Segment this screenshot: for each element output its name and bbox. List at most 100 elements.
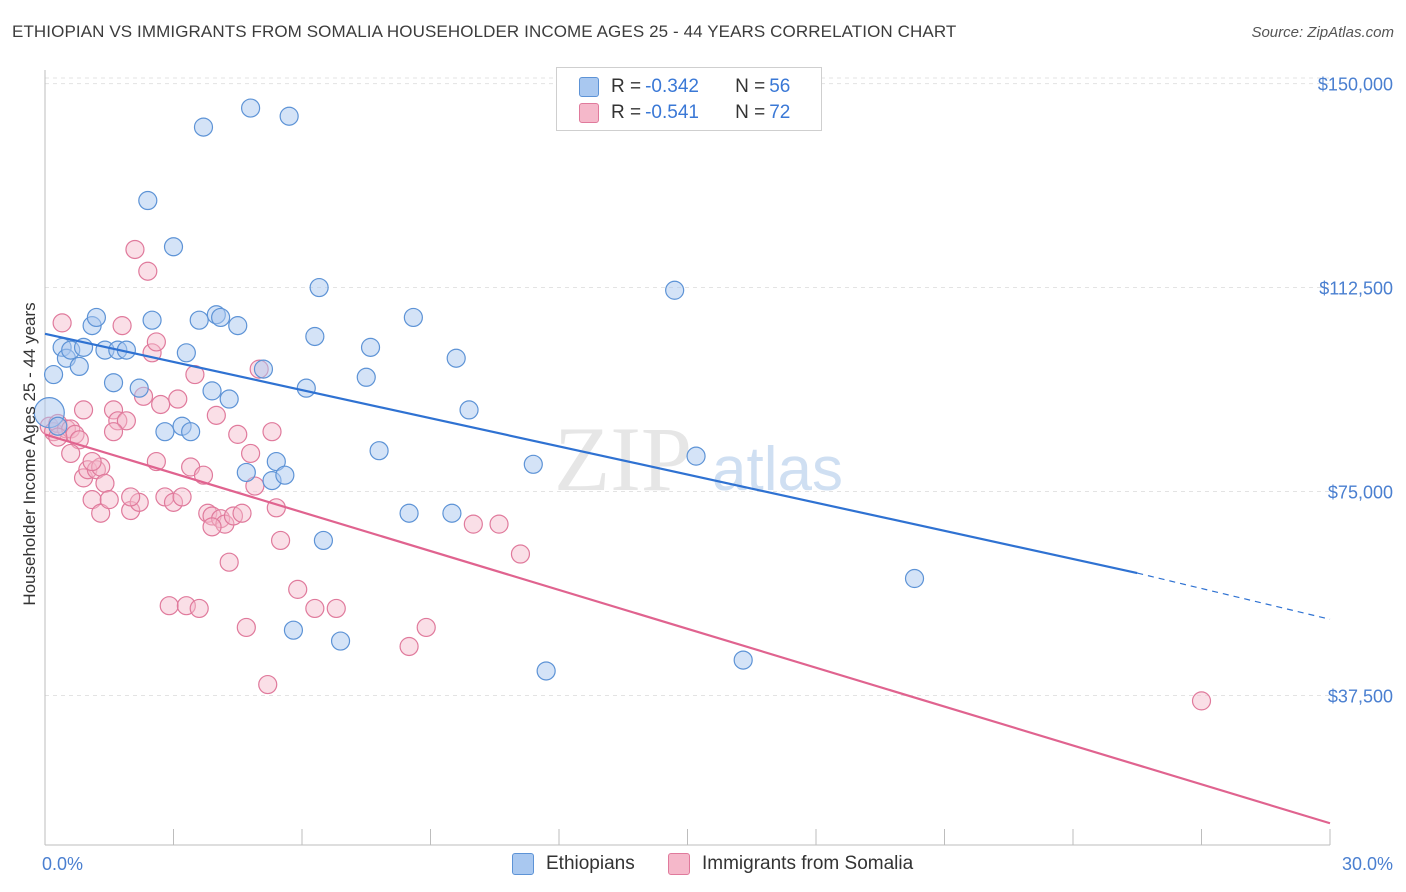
somalia-point [138, 261, 158, 281]
ethiopian-point [305, 326, 325, 347]
legend-item-somalia: Immigrants from Somalia [668, 853, 913, 875]
somalia-point [258, 674, 278, 695]
ethiopian-point [360, 337, 381, 357]
ethiopian-point [163, 237, 184, 257]
ethiopian-trend-extension [1137, 572, 1331, 620]
legend-n-value: 56 [769, 76, 791, 97]
gridlines [45, 77, 1330, 696]
somalia-point [326, 598, 346, 619]
legend-swatch-ethiopians [512, 853, 534, 875]
somalia-point [489, 514, 509, 534]
somalia-point [262, 422, 282, 442]
ethiopian-point [904, 568, 925, 589]
somalia-point [228, 424, 248, 444]
legend-r-value: -0.541 [645, 102, 699, 123]
ethiopian-point [459, 400, 479, 420]
ethiopian-point [211, 307, 231, 328]
ethiopian-point [266, 451, 286, 472]
somalia-point [270, 530, 291, 551]
y-tick-label: $112,500 [1319, 279, 1393, 299]
ethiopian-point [138, 190, 158, 211]
ethiopian-point [523, 454, 543, 474]
ethiopian-point [219, 389, 239, 409]
ethiopian-point [69, 356, 89, 377]
somalia-point [288, 579, 308, 599]
somalia-point [159, 596, 179, 616]
x-tick-label: 30.0% [1342, 854, 1393, 874]
legend-r-label: R = [611, 76, 642, 97]
y-tick-label: $37,500 [1328, 686, 1393, 706]
watermark: ZIP atlas [554, 408, 843, 510]
legend-swatch-somalia [668, 853, 690, 875]
somalia-point [103, 400, 124, 420]
somalia-point [219, 552, 239, 572]
ethiopian-point [236, 462, 256, 483]
chart-title: ETHIOPIAN VS IMMIGRANTS FROM SOMALIA HOU… [12, 22, 957, 41]
ethiopian-point [369, 441, 389, 461]
legend-swatch-somalia [579, 103, 599, 123]
somalia-point [189, 598, 209, 619]
watermark-zip: ZIP [554, 408, 692, 510]
x-tick-label: 0.0% [42, 854, 83, 874]
ethiopian-point [330, 631, 351, 651]
somalia-point [125, 239, 145, 260]
ethiopian-point [193, 117, 214, 137]
ethiopian-point [43, 364, 64, 385]
legend-n-value: 72 [769, 102, 791, 123]
ethiopian-point [442, 503, 462, 523]
ethiopian-point [48, 416, 68, 436]
somalia-point [1191, 691, 1212, 711]
trend-lines [44, 332, 1331, 825]
somalia-point [416, 617, 436, 638]
series-legend: Ethiopians Immigrants from Somalia [0, 851, 1406, 879]
ethiopian-point [403, 307, 423, 328]
somalia-point [510, 544, 531, 564]
ethiopian-point [155, 422, 175, 442]
ethiopian-point [283, 620, 304, 640]
stats-legend: R = -0.342 N = 56 R = -0.541 N = 72 [556, 67, 822, 131]
ethiopian-point [356, 367, 376, 387]
ethiopian-point [686, 446, 706, 466]
ethiopian-point [536, 661, 556, 681]
watermark-atlas: atlas [712, 435, 843, 504]
ethiopian-point [279, 106, 299, 126]
somalia-point [112, 316, 132, 336]
y-tick-label: $150,000 [1318, 75, 1393, 95]
legend-r-label: R = [611, 102, 642, 123]
somalia-point [151, 394, 171, 415]
ethiopian-point [665, 280, 685, 300]
ethiopian-point [241, 98, 261, 118]
somalia-point [99, 490, 119, 510]
somalia-point [95, 473, 115, 493]
somalia-point [146, 332, 166, 352]
legend-r-value: -0.342 [645, 76, 699, 97]
ethiopian-point [86, 307, 107, 328]
somalia-point [172, 487, 192, 507]
ethiopian-point [733, 650, 753, 670]
somalia-point [236, 617, 256, 638]
ethiopian-point [176, 343, 196, 363]
somalia-point [103, 422, 124, 442]
somalia-point [61, 443, 81, 464]
ethiopian-point [275, 465, 295, 485]
somalia-trend-line [44, 433, 1331, 825]
somalia-point [116, 411, 136, 431]
ethiopian-point [446, 348, 466, 368]
somalia-point [232, 503, 252, 523]
somalia-point [399, 636, 419, 657]
ethiopian-point [189, 310, 209, 330]
ethiopian-point [309, 277, 329, 298]
ethiopian-point [142, 310, 162, 330]
somalia-point [52, 313, 72, 333]
x-tick-labels: 0.0% 30.0% [42, 854, 1393, 874]
somalia-point [206, 405, 226, 425]
ethiopian-point [181, 422, 201, 442]
somalia-point [73, 400, 94, 420]
legend-n-label: N = [735, 76, 766, 97]
legend-label-somalia: Immigrants from Somalia [702, 853, 914, 874]
legend-row-ethiopians: R = -0.342 N = 56 [579, 74, 790, 100]
somalia-point [82, 490, 102, 510]
legend-label-ethiopians: Ethiopians [546, 853, 635, 874]
ethiopian-points [33, 98, 925, 681]
